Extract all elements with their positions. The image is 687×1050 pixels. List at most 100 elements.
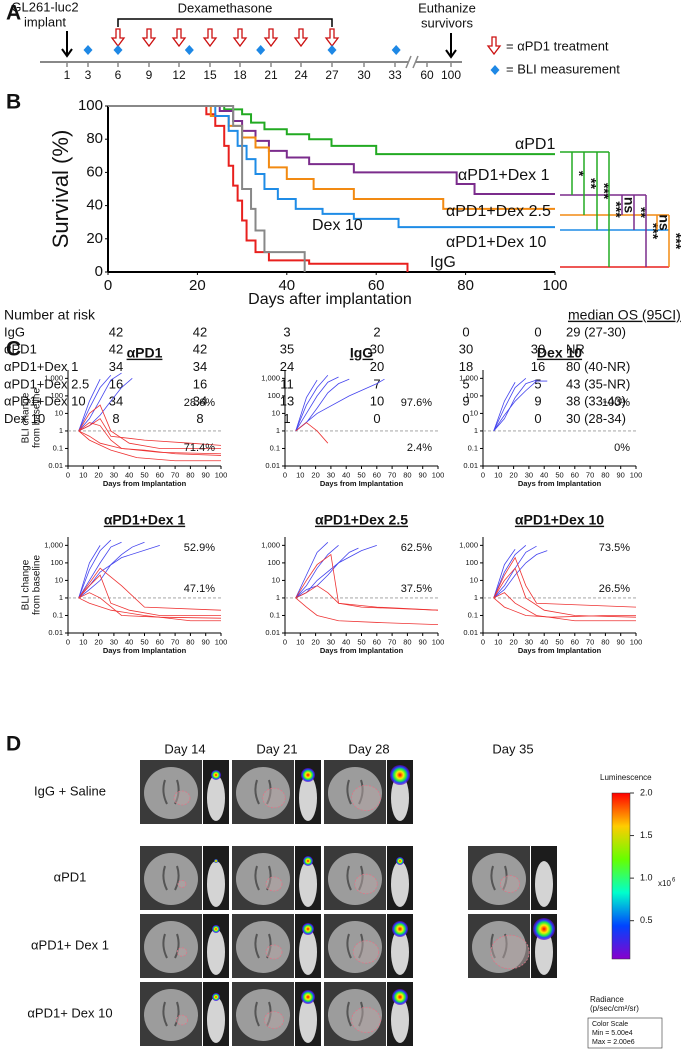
series-line bbox=[78, 574, 221, 616]
table-cell: 13 bbox=[280, 394, 294, 409]
x-tick-label: 90 bbox=[419, 637, 427, 646]
x-tick-label: 30 bbox=[525, 470, 533, 479]
x-tick-label: 80 bbox=[457, 277, 474, 294]
y-tick-label: 0.1 bbox=[53, 610, 63, 619]
x-tick-label: 40 bbox=[342, 637, 350, 646]
curve-label: IgG bbox=[430, 254, 456, 271]
x-tick-label: 50 bbox=[140, 637, 148, 646]
mouse bbox=[207, 997, 225, 1043]
percent-label: 100% bbox=[602, 397, 630, 409]
x-tick-label: 0 bbox=[66, 470, 70, 479]
colorbar-tick-label: 1.0 bbox=[640, 873, 653, 883]
y-tick-label: 1,000 bbox=[44, 373, 63, 382]
table-cell: 0 bbox=[462, 411, 469, 426]
mouse bbox=[299, 929, 317, 975]
table-cell: 0 bbox=[534, 324, 541, 339]
tumor-outline bbox=[262, 787, 286, 809]
bli-signal bbox=[392, 921, 408, 937]
treatment-arrow bbox=[263, 28, 279, 48]
column-header: Day 28 bbox=[348, 741, 389, 756]
percent-label: 62.5% bbox=[401, 542, 432, 554]
mouse bbox=[535, 929, 553, 975]
x-tick-label: 40 bbox=[540, 470, 548, 479]
table-cell: 5 bbox=[462, 376, 469, 391]
tick-label: 21 bbox=[264, 68, 278, 82]
euthanize-arrow bbox=[445, 33, 457, 59]
bli-signal bbox=[302, 923, 314, 935]
mouse bbox=[299, 997, 317, 1043]
tick-label: 27 bbox=[325, 68, 339, 82]
series-line bbox=[493, 379, 537, 432]
table-cell: 30 bbox=[459, 342, 473, 357]
x-tick-label: 40 bbox=[125, 637, 133, 646]
table-cell: 2 bbox=[373, 324, 380, 339]
x-tick-label: 70 bbox=[171, 637, 179, 646]
scale-box-text: Max = 2.00e6 bbox=[592, 1039, 635, 1046]
y-tick-label: 100 bbox=[50, 558, 63, 567]
x-tick-label: 60 bbox=[373, 637, 381, 646]
row-label: IgG bbox=[4, 324, 25, 339]
colorbar-title: Luminescence bbox=[600, 773, 652, 782]
bli-signal bbox=[533, 918, 555, 940]
x-tick-label: 80 bbox=[403, 637, 411, 646]
significance-label: * bbox=[571, 171, 587, 177]
table-cell: 8 bbox=[196, 411, 203, 426]
series-line bbox=[493, 549, 516, 599]
x-tick-label: 0 bbox=[283, 637, 287, 646]
table-cell: 16 bbox=[531, 359, 545, 374]
series-line bbox=[78, 597, 221, 622]
table-cell: 30 (28-34) bbox=[566, 411, 626, 426]
y-tick-label: 40 bbox=[86, 197, 103, 214]
x-tick-label: 100 bbox=[215, 470, 228, 479]
series-line bbox=[493, 382, 516, 432]
table-cell: 30 bbox=[531, 342, 545, 357]
tumor-outline bbox=[351, 1007, 381, 1034]
tick-label: 24 bbox=[294, 68, 308, 82]
tick-label: 60 bbox=[420, 68, 434, 82]
series-line bbox=[493, 380, 548, 432]
chart-title: Dex 10 bbox=[537, 345, 582, 361]
table-cell: 42 bbox=[193, 342, 207, 357]
tumor-outline bbox=[263, 1011, 284, 1029]
tumor-outline bbox=[265, 944, 283, 960]
y-tick-label: 1,000 bbox=[44, 540, 63, 549]
percent-label: 97.6% bbox=[401, 397, 432, 409]
series-line bbox=[295, 585, 439, 611]
significance-label: ** bbox=[583, 178, 599, 189]
tick-label: 100 bbox=[441, 68, 461, 82]
table-cell: 30 bbox=[370, 342, 384, 357]
x-tick-label: 100 bbox=[542, 277, 567, 294]
x-tick-label: 70 bbox=[171, 470, 179, 479]
implant-label: GL261-luc2 bbox=[11, 0, 78, 14]
bli-signal bbox=[392, 989, 408, 1005]
tick-label: 6 bbox=[115, 68, 122, 82]
bli-marker bbox=[83, 45, 93, 55]
y-axis-label: Survival (%) bbox=[48, 130, 73, 249]
series-line bbox=[295, 545, 339, 599]
table-cell: NR bbox=[566, 342, 585, 357]
significance-label: ns bbox=[656, 214, 672, 231]
bli-marker bbox=[391, 45, 401, 55]
x-tick-label: 20 bbox=[509, 470, 517, 479]
tumor-outline bbox=[175, 1014, 188, 1026]
legend-diamond bbox=[490, 65, 500, 75]
colorbar-multiplier-exp: 6 bbox=[672, 878, 676, 884]
y-tick-label: 0.1 bbox=[468, 610, 478, 619]
y-tick-label: 20 bbox=[86, 230, 103, 247]
table-cell: 9 bbox=[462, 394, 469, 409]
bli-signal bbox=[390, 765, 410, 785]
y-tick-label: 1 bbox=[474, 593, 478, 602]
row-label: αPD1+ Dex 10 bbox=[27, 1005, 112, 1020]
percent-label: 26.5% bbox=[599, 583, 630, 595]
x-tick-label: 10 bbox=[494, 637, 502, 646]
treatment-arrow bbox=[293, 28, 309, 48]
colorbar-tick-label: 2.0 bbox=[640, 787, 653, 797]
series-line bbox=[493, 556, 637, 608]
panel-label: A bbox=[6, 2, 21, 25]
y-tick-label: 1 bbox=[276, 593, 280, 602]
x-tick-label: 100 bbox=[432, 637, 445, 646]
x-tick-label: 80 bbox=[601, 637, 609, 646]
y-tick-label: 1 bbox=[276, 426, 280, 435]
row-label: IgG + Saline bbox=[34, 783, 106, 798]
